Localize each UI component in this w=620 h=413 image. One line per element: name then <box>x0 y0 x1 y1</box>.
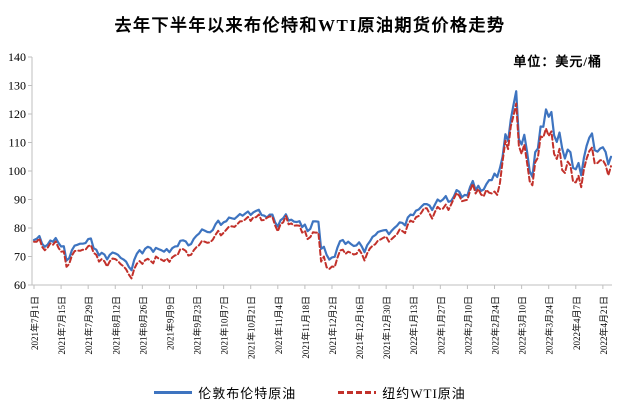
y-tick-label: 60 <box>14 278 26 292</box>
x-tick-label: 2022年1月13日 <box>408 296 419 355</box>
wti-price-line <box>33 102 612 280</box>
wti-legend-label: 纽约WTI原油 <box>382 385 466 401</box>
x-tick-label: 2021年12月16日 <box>354 296 365 359</box>
x-tick-label: 2022年1月27日 <box>435 296 446 355</box>
x-tick-label: 2021年9月23日 <box>192 296 203 355</box>
y-tick-label: 80 <box>14 221 26 235</box>
chart-title: 去年下半年以来布伦特和WTI原油期货价格走势 <box>114 16 506 35</box>
chart-legend: 伦敦布伦特原油 纽约WTI原油 <box>0 380 620 404</box>
x-tick-label: 2021年11月18日 <box>300 296 311 359</box>
x-tick-label: 2021年8月26日 <box>137 296 148 355</box>
x-tick-label: 2021年7月29日 <box>83 296 94 355</box>
brent-legend-label: 伦敦布伦特原油 <box>198 385 297 401</box>
wti-line-icon <box>338 390 377 394</box>
unit-label: 单位：美元/桶 <box>513 54 602 69</box>
x-tick-label: 2021年10月7日 <box>219 296 230 355</box>
y-tick-label: 110 <box>8 136 26 150</box>
x-tick-label: 2021年9月9日 <box>164 296 175 350</box>
x-tick-label: 2022年2月24日 <box>490 296 501 355</box>
x-tick-label: 2022年2月10日 <box>462 296 473 355</box>
x-tick-label: 2022年4月7日 <box>571 296 582 350</box>
x-tick-label: 2021年7月1日 <box>29 296 40 350</box>
legend-item-brent: 伦敦布伦特原油 <box>154 383 296 402</box>
x-tick-label: 2021年10月21日 <box>246 296 257 359</box>
legend-item-wti: 纽约WTI原油 <box>338 383 466 402</box>
y-tick-label: 130 <box>8 79 26 93</box>
x-tick-label: 2022年3月24日 <box>544 296 555 355</box>
x-tick-label: 2021年7月15日 <box>56 296 67 355</box>
y-tick-label: 140 <box>8 50 26 64</box>
brent-price-line <box>32 90 613 272</box>
y-tick-label: 90 <box>14 193 26 207</box>
x-tick-label: 2022年4月21日 <box>598 296 609 355</box>
y-tick-label: 120 <box>8 107 26 121</box>
y-tick-label: 100 <box>8 164 26 178</box>
x-tick-label: 2021年11月4日 <box>273 296 284 354</box>
x-tick-label: 2021年8月12日 <box>110 296 121 355</box>
x-tick-label: 2021年12月2日 <box>327 296 338 355</box>
x-tick-label: 2022年3月10日 <box>517 296 528 355</box>
y-tick-label: 70 <box>14 250 26 264</box>
brent-line-icon <box>154 390 193 394</box>
x-tick-label: 2021年12月30日 <box>381 296 392 359</box>
